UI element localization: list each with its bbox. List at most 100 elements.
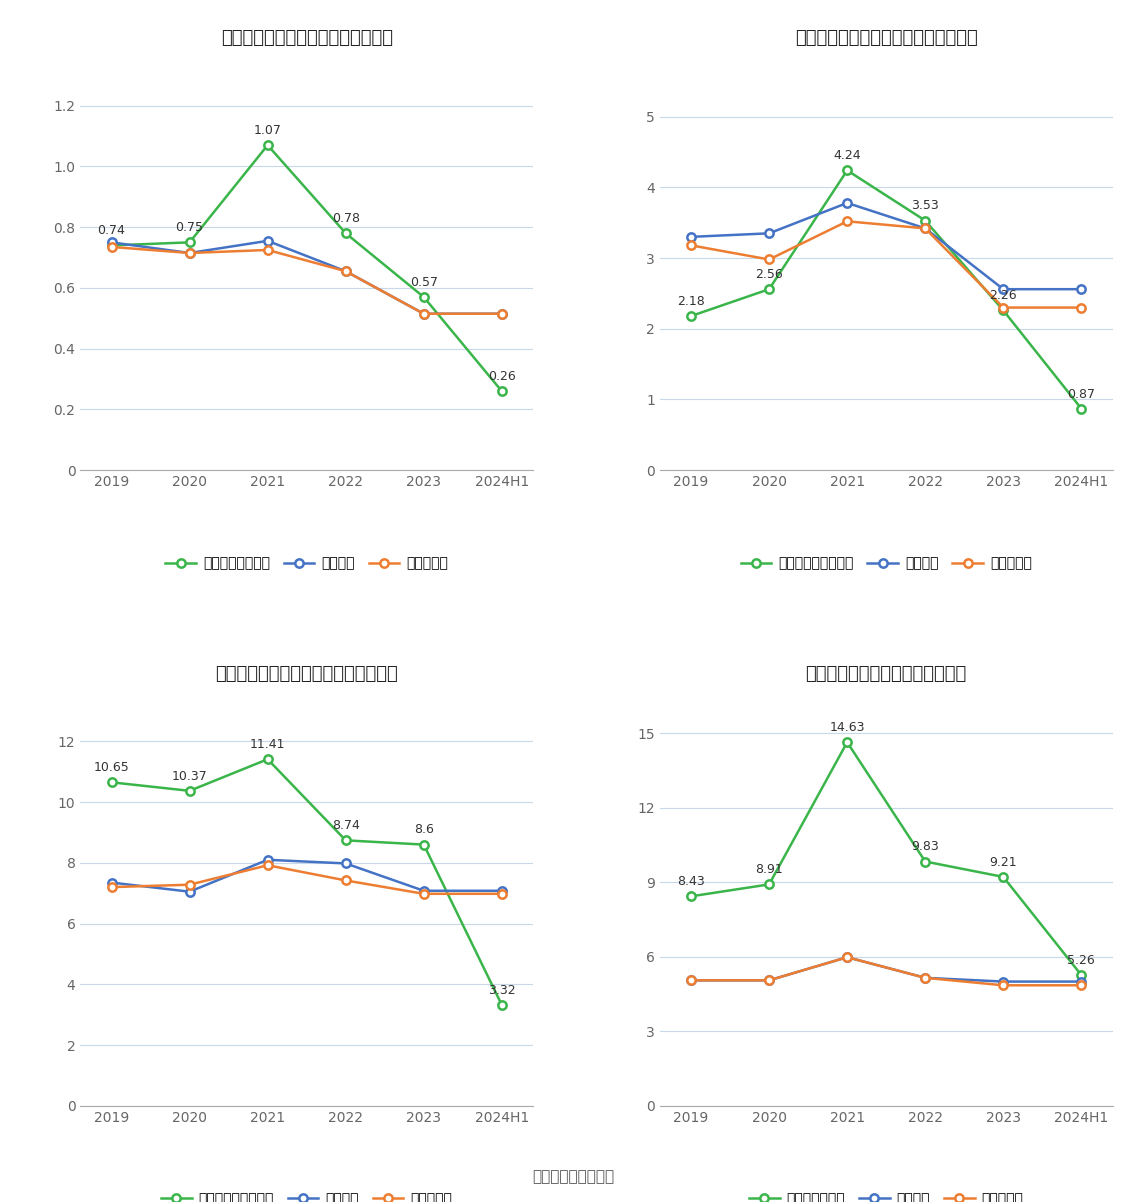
行业均值	[104, 236, 118, 250]
Line: 行业中位数: 行业中位数	[108, 861, 506, 898]
行业中位数	[182, 877, 196, 892]
行业中位数	[416, 887, 430, 902]
Title: 阿科力历年应收账款周转率情况（次）: 阿科力历年应收账款周转率情况（次）	[216, 665, 398, 683]
Line: 公司固定资产周转率: 公司固定资产周转率	[687, 166, 1085, 412]
公司存货周转率	[1075, 968, 1089, 982]
公司应收账款周转率	[416, 838, 430, 852]
Text: 9.21: 9.21	[990, 856, 1017, 869]
Text: 1.07: 1.07	[253, 124, 281, 137]
Text: 0.87: 0.87	[1068, 387, 1095, 400]
Text: 2.26: 2.26	[990, 290, 1017, 302]
Text: 2.18: 2.18	[677, 294, 705, 308]
行业中位数	[997, 300, 1011, 315]
行业均值	[997, 282, 1011, 297]
行业均值	[182, 885, 196, 899]
行业均值	[763, 226, 777, 240]
行业均值	[684, 230, 697, 244]
Text: 2.56: 2.56	[755, 268, 783, 281]
行业均值	[416, 883, 430, 898]
公司固定资产周转率	[997, 303, 1011, 317]
公司应收账款周转率	[104, 775, 118, 790]
行业均值	[338, 856, 352, 870]
Text: 14.63: 14.63	[829, 721, 865, 734]
Line: 行业均值: 行业均值	[687, 198, 1085, 293]
Text: 0.74: 0.74	[97, 225, 125, 237]
公司固定资产周转率	[1075, 401, 1089, 416]
行业均值	[684, 974, 697, 988]
Text: 11.41: 11.41	[250, 738, 286, 751]
公司存货周转率	[919, 855, 933, 869]
行业均值	[338, 264, 352, 279]
行业均值	[841, 950, 855, 964]
Line: 公司应收账款周转率: 公司应收账款周转率	[108, 755, 506, 1010]
公司总资产周转率	[416, 290, 430, 304]
行业均值	[496, 883, 509, 898]
Title: 阿科力历年固定资产周转率情况（次）: 阿科力历年固定资产周转率情况（次）	[795, 29, 977, 47]
公司总资产周转率	[182, 236, 196, 250]
行业中位数	[260, 243, 274, 257]
Text: 9.83: 9.83	[912, 840, 939, 853]
行业均值	[182, 245, 196, 260]
行业均值	[1075, 282, 1089, 297]
公司应收账款周转率	[338, 833, 352, 847]
Text: 3.32: 3.32	[487, 984, 516, 996]
公司固定资产周转率	[919, 214, 933, 228]
公司应收账款周转率	[260, 752, 274, 767]
Text: 0.78: 0.78	[331, 212, 360, 225]
行业均值	[496, 307, 509, 321]
Legend: 公司存货周转率, 行业均值, 行业中位数: 公司存货周转率, 行业均值, 行业中位数	[743, 1186, 1029, 1202]
行业中位数	[763, 252, 777, 267]
行业中位数	[841, 950, 855, 964]
行业均值	[104, 875, 118, 889]
公司应收账款周转率	[182, 784, 196, 798]
Text: 10.37: 10.37	[172, 769, 208, 783]
行业均值	[997, 975, 1011, 989]
公司总资产周转率	[338, 226, 352, 240]
公司固定资产周转率	[841, 163, 855, 178]
Title: 阿科力历年总资产周转率情况（次）: 阿科力历年总资产周转率情况（次）	[220, 29, 392, 47]
行业中位数	[338, 264, 352, 279]
行业中位数	[104, 239, 118, 254]
行业中位数	[919, 221, 933, 236]
行业中位数	[997, 978, 1011, 993]
Text: 0.26: 0.26	[487, 370, 516, 383]
Line: 行业中位数: 行业中位数	[687, 953, 1085, 989]
行业均值	[1075, 975, 1089, 989]
行业中位数	[919, 971, 933, 986]
行业均值	[260, 233, 274, 248]
公司存货周转率	[997, 870, 1011, 885]
行业中位数	[496, 307, 509, 321]
Line: 公司存货周转率: 公司存货周转率	[687, 738, 1085, 980]
行业中位数	[104, 880, 118, 894]
Line: 行业中位数: 行业中位数	[108, 243, 506, 317]
Line: 行业均值: 行业均值	[687, 953, 1085, 986]
行业均值	[919, 971, 933, 986]
行业中位数	[684, 974, 697, 988]
行业中位数	[684, 238, 697, 252]
公司总资产周转率	[496, 383, 509, 398]
Text: 8.91: 8.91	[755, 863, 783, 876]
行业均值	[841, 196, 855, 210]
Text: 3.53: 3.53	[912, 200, 939, 213]
行业中位数	[338, 873, 352, 887]
Text: 4.24: 4.24	[834, 149, 861, 162]
行业中位数	[260, 858, 274, 873]
公司存货周转率	[763, 877, 777, 892]
公司总资产周转率	[260, 138, 274, 153]
Line: 行业中位数: 行业中位数	[687, 218, 1085, 311]
Text: 0.75: 0.75	[175, 221, 203, 234]
行业均值	[416, 307, 430, 321]
行业中位数	[1075, 300, 1089, 315]
Title: 阿科力历年存货周转率情况（次）: 阿科力历年存货周转率情况（次）	[805, 665, 967, 683]
Legend: 公司固定资产周转率, 行业均值, 行业中位数: 公司固定资产周转率, 行业均值, 行业中位数	[735, 551, 1037, 576]
行业中位数	[763, 974, 777, 988]
Legend: 公司总资产周转率, 行业均值, 行业中位数: 公司总资产周转率, 行业均值, 行业中位数	[159, 551, 453, 576]
Text: 8.6: 8.6	[414, 823, 434, 837]
Legend: 公司应收账款周转率, 行业均值, 行业中位数: 公司应收账款周转率, 行业均值, 行业中位数	[156, 1186, 458, 1202]
行业均值	[919, 221, 933, 236]
Text: 数据来源：恒生聚源: 数据来源：恒生聚源	[532, 1170, 615, 1184]
Text: 5.26: 5.26	[1068, 954, 1095, 966]
Line: 行业均值: 行业均值	[108, 237, 506, 317]
行业均值	[260, 852, 274, 867]
Text: 8.74: 8.74	[331, 820, 360, 832]
